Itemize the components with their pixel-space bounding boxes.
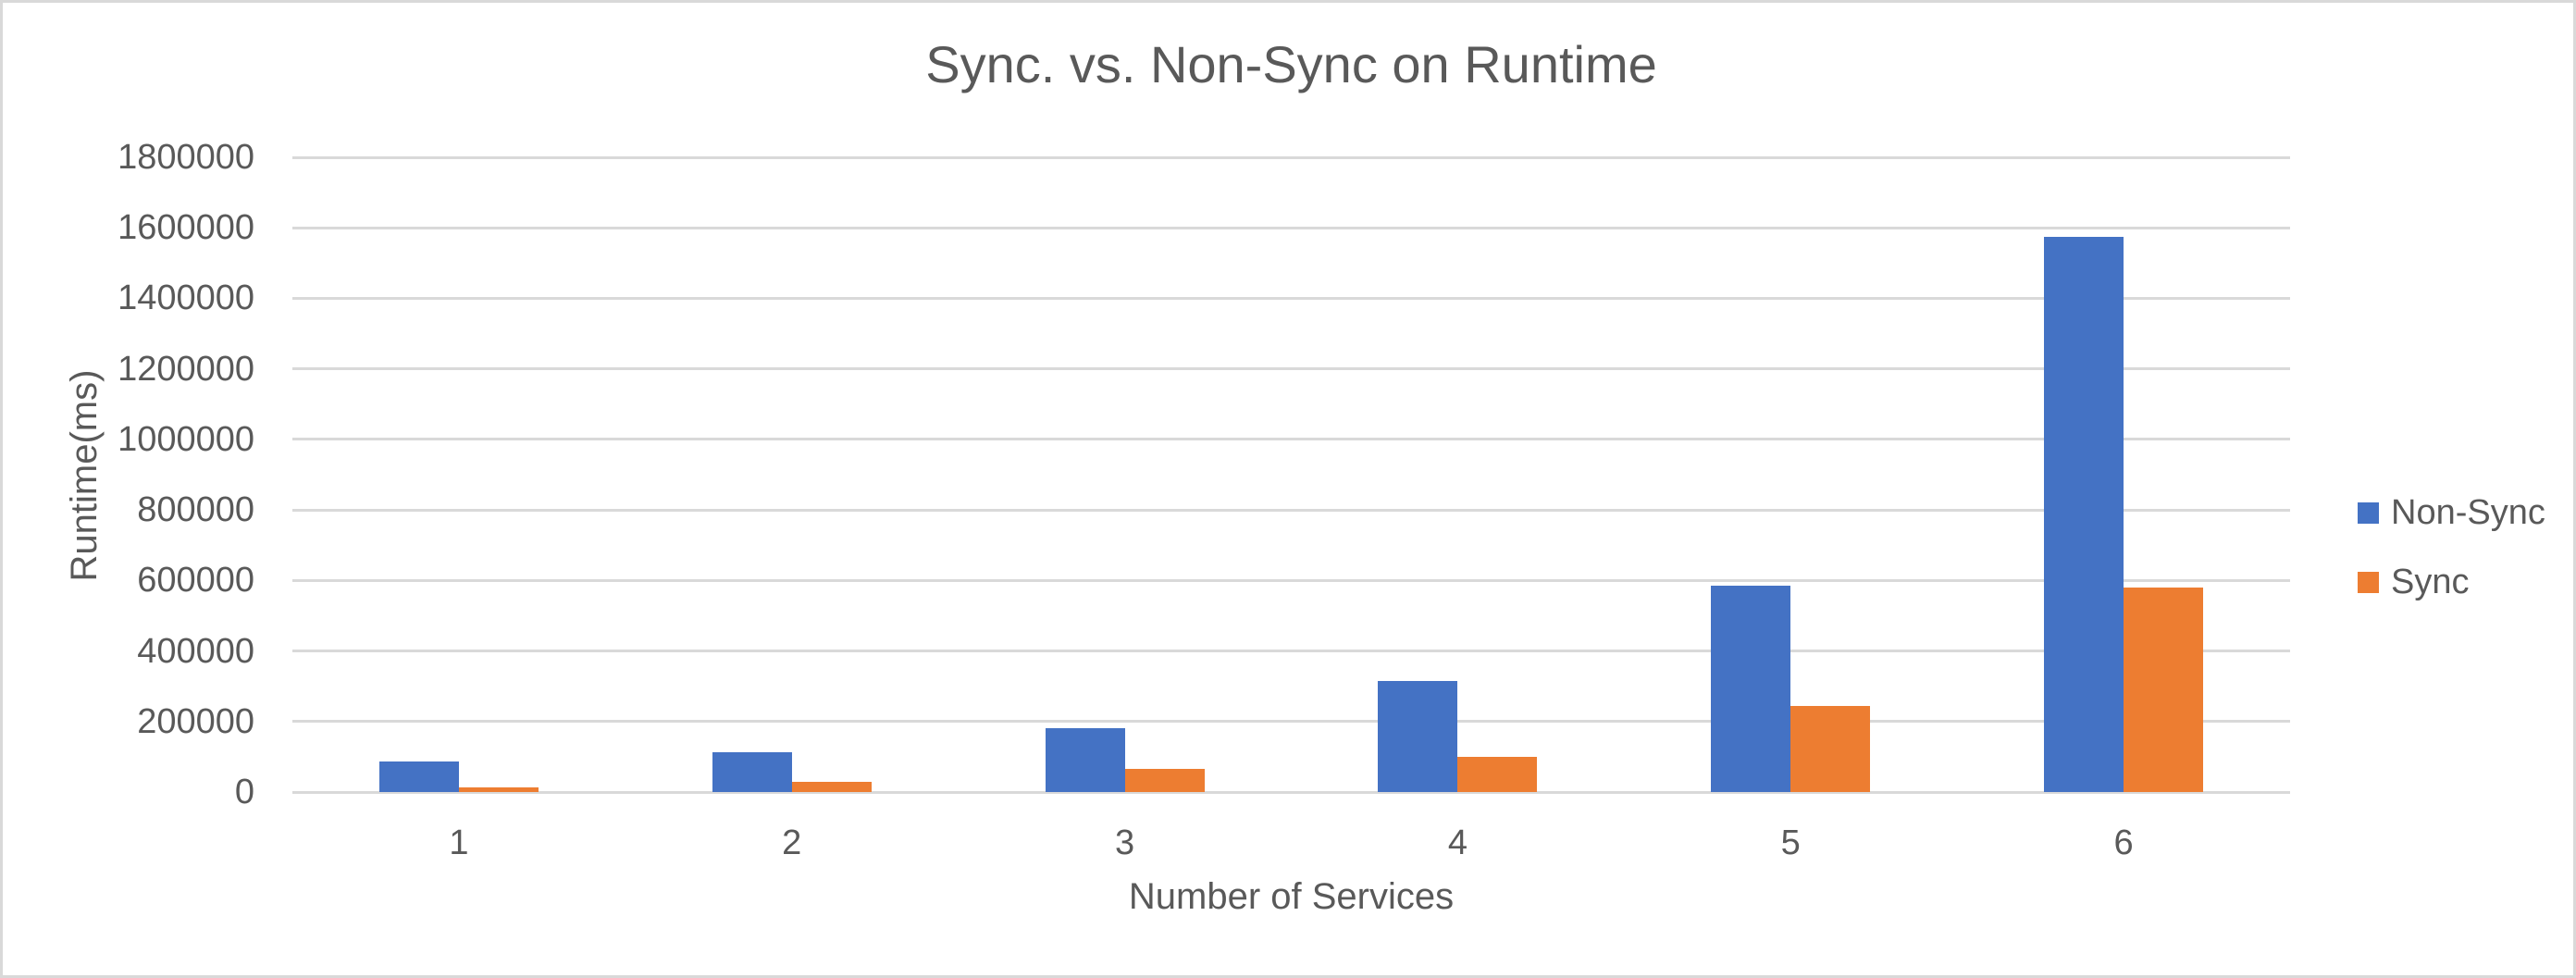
legend-label: Non-Sync (2391, 492, 2545, 532)
bar-sync-cat6[interactable] (2124, 587, 2204, 792)
gridline (292, 790, 2290, 794)
y-tick-label: 200000 (137, 701, 254, 741)
x-tick-label: 5 (1780, 823, 1801, 862)
legend-swatch-non-sync (2358, 501, 2379, 524)
x-axis-title: Number of Services (1128, 876, 1455, 917)
bar-sync-cat4[interactable] (1457, 756, 1538, 792)
chart-title: Sync. vs. Non-Sync on Runtime (925, 35, 1657, 93)
legend-item-sync[interactable]: Sync (2358, 562, 2545, 602)
y-tick-label: 1800000 (118, 138, 254, 177)
x-tick-label: 6 (2113, 823, 2134, 862)
bar-non-sync-cat1[interactable] (378, 761, 459, 792)
y-tick-label: 1200000 (118, 349, 254, 389)
legend: Non-Sync Sync (2358, 492, 2545, 631)
gridline (292, 296, 2290, 300)
gridline (292, 720, 2290, 724)
bar-non-sync-cat4[interactable] (1378, 680, 1458, 792)
bar-sync-cat3[interactable] (1124, 768, 1205, 792)
x-tick-label: 2 (782, 823, 802, 862)
x-tick-label: 3 (1115, 823, 1135, 862)
gridline (292, 650, 2290, 653)
y-tick-label: 1400000 (118, 279, 254, 318)
bar-non-sync-cat6[interactable] (2044, 236, 2124, 792)
plot-area (292, 155, 2290, 794)
gridline (292, 438, 2290, 441)
y-tick-label: 800000 (137, 490, 254, 530)
gridline (292, 508, 2290, 512)
bar-non-sync-cat3[interactable] (1045, 728, 1125, 792)
x-tick-label: 1 (449, 823, 469, 862)
bar-non-sync-cat2[interactable] (712, 751, 792, 792)
legend-label: Sync (2391, 562, 2470, 601)
y-axis-title: Runtime(ms) (64, 369, 105, 582)
y-tick-label: 1600000 (118, 208, 254, 248)
bar-sync-cat5[interactable] (1790, 706, 1871, 792)
y-tick-label: 0 (234, 773, 254, 811)
x-tick-label: 4 (1447, 823, 1468, 862)
y-tick-label: 400000 (137, 631, 254, 671)
legend-item-non-sync[interactable]: Non-Sync (2358, 492, 2545, 533)
y-tick-label: 1000000 (118, 419, 254, 459)
gridline (292, 226, 2290, 229)
gridline (292, 367, 2290, 371)
gridline (292, 578, 2290, 582)
gridline (292, 155, 2290, 159)
legend-swatch-sync (2358, 571, 2379, 593)
bar-sync-cat2[interactable] (791, 781, 872, 792)
bar-sync-cat1[interactable] (458, 787, 539, 792)
bar-non-sync-cat5[interactable] (1711, 586, 1791, 792)
y-tick-label: 600000 (137, 561, 254, 600)
